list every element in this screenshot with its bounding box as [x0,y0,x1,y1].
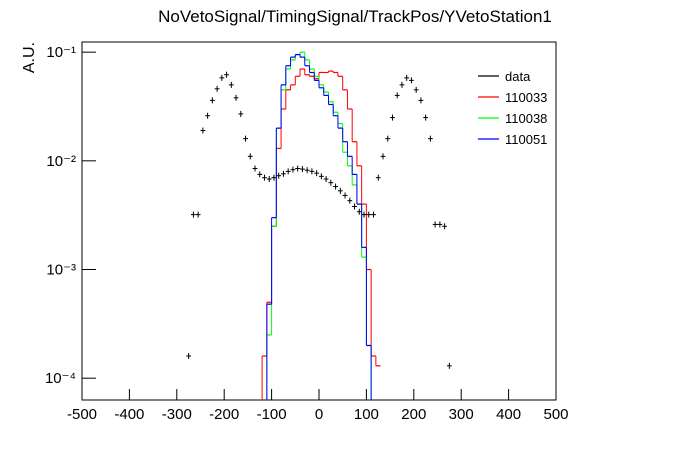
data-point [394,92,400,99]
data-point [233,94,239,101]
data-point [247,153,253,160]
y-tick-label: 10⁻³ [46,262,76,279]
plot-frame [81,41,557,401]
legend-label: data [505,69,531,84]
data-point [385,135,391,142]
data-point [446,362,452,369]
data-point [224,71,229,78]
data-point [195,211,201,218]
chart-title: NoVetoSignal/TimingSignal/TrackPos/YVeto… [158,7,552,26]
data-point [427,135,433,142]
y-tick-label: 10⁻² [46,153,76,170]
data-point [423,114,429,121]
data-point [190,211,196,218]
data-point [219,74,225,81]
data-point [205,112,211,119]
data-point [333,183,338,190]
data-point [295,165,301,172]
data-point [200,127,206,134]
data-point [285,168,291,175]
x-tick-label: -400 [114,406,144,423]
x-tick-label: 300 [449,406,474,423]
x-tick-label: -500 [67,406,97,423]
legend-label: 110038 [505,111,547,126]
x-tick-label: 500 [543,406,568,423]
data-point [352,203,357,210]
data-point [342,192,348,199]
data-point [262,174,267,181]
data-point [243,135,248,142]
data-point [432,221,438,228]
x-tick-label: 200 [401,406,426,423]
data-point [418,97,424,104]
legend-label: 110051 [505,132,547,147]
x-tick-label: 0 [315,406,323,423]
x-tick-label: 100 [354,406,379,423]
plot-area [186,51,452,400]
data-point [323,176,329,183]
data-point [337,187,343,194]
data-point [266,176,272,183]
data-point [238,110,244,117]
data-point [404,74,410,81]
y-tick-label: 10⁻⁴ [45,370,76,387]
data-point [399,81,405,88]
data-point [356,208,362,215]
data-point [252,165,258,172]
data-point [228,81,234,88]
data-point [314,170,320,177]
data-point [380,153,386,160]
data-point [271,174,277,181]
legend-label: 110033 [505,90,547,105]
data-point [366,211,372,218]
data-point [361,211,367,218]
data-point [186,353,192,360]
x-tick-label: 400 [496,406,521,423]
data-point [309,168,315,175]
data-point [300,166,305,173]
data-point [328,179,334,186]
data-point [375,174,381,181]
data-point [390,114,395,121]
data-point [371,211,376,218]
data-point [442,223,448,230]
data-point [276,172,282,179]
data-point [347,197,353,204]
data-point [413,86,419,93]
data-point [304,167,310,174]
y-axis-label: A.U. [21,42,38,73]
y-tick-label: 10⁻¹ [46,44,76,61]
x-tick-label: -300 [162,406,192,423]
data-point [437,221,443,228]
x-tick-label: -100 [257,406,287,423]
data-point [318,173,324,180]
x-tick-label: -200 [209,406,239,423]
data-point [281,170,286,177]
data-point [214,85,220,92]
data-point [209,97,215,104]
data-point [409,77,414,84]
data-point [290,166,296,173]
data-point [257,171,263,178]
